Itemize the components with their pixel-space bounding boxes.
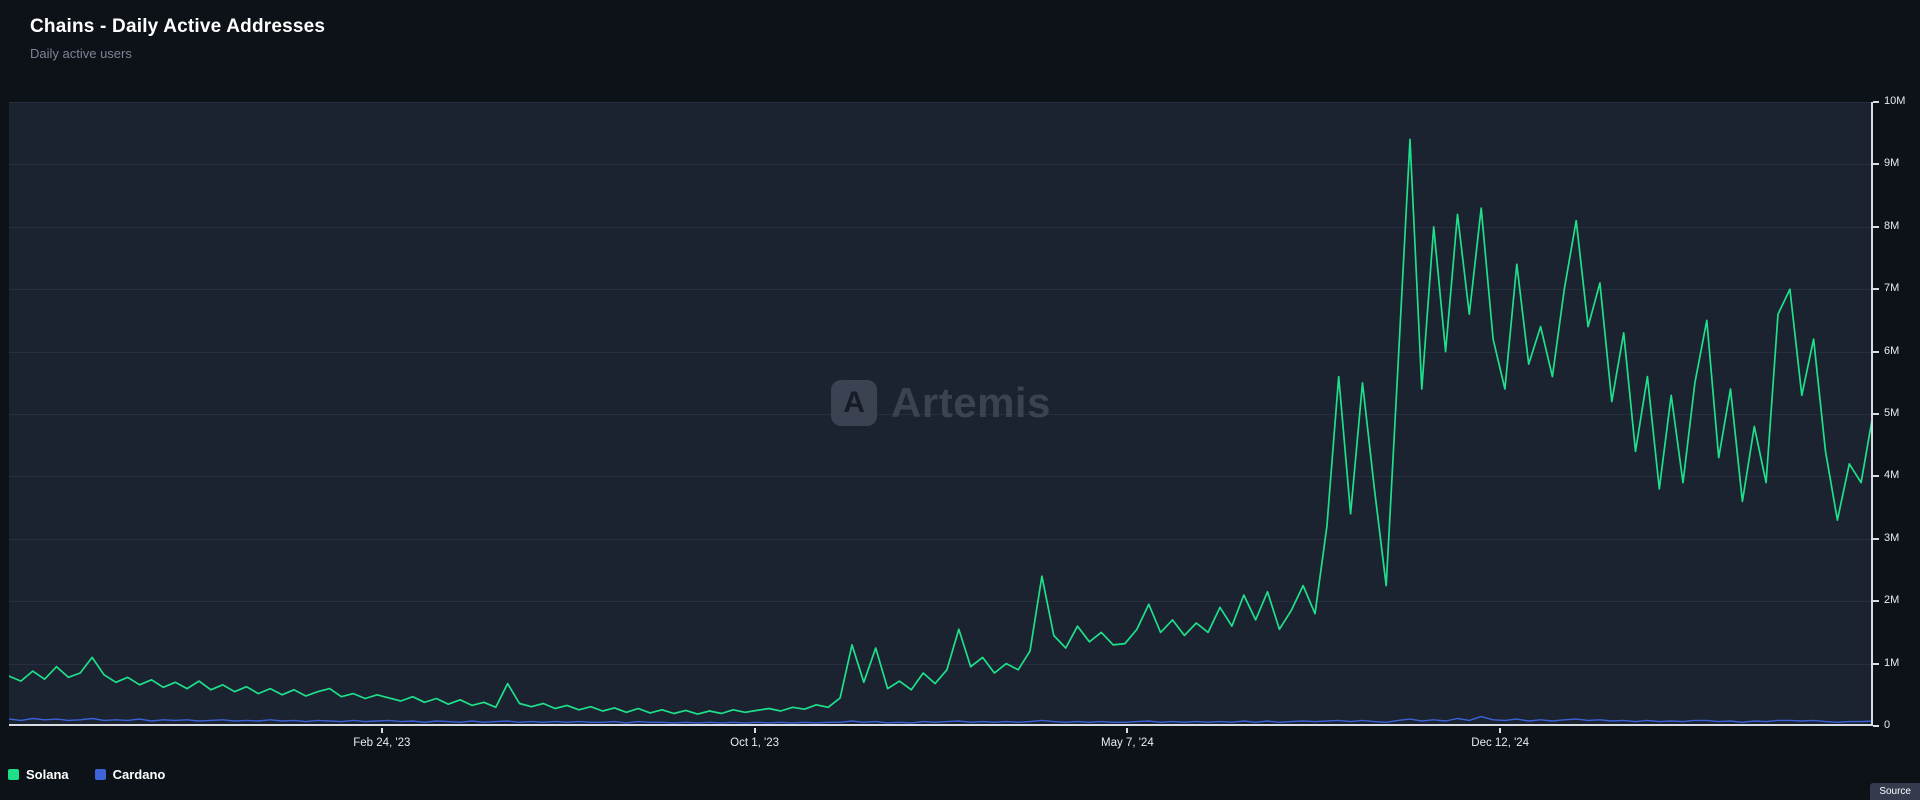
chart-header: Chains - Daily Active Addresses Daily ac… xyxy=(30,16,325,61)
legend-label: Cardano xyxy=(112,767,166,782)
x-axis-label: Dec 12, '24 xyxy=(1471,737,1530,749)
series-line-solana xyxy=(9,138,1873,715)
chart-plot-area[interactable]: A Artemis xyxy=(9,102,1873,726)
y-axis-label: 0 xyxy=(1884,719,1891,731)
y-axis-tick xyxy=(1873,475,1879,478)
page-subtitle: Daily active users xyxy=(30,46,132,61)
gridline xyxy=(9,601,1873,603)
y-axis-label: 9M xyxy=(1884,157,1900,170)
gridline xyxy=(9,226,1873,228)
x-axis-tick xyxy=(1499,728,1502,733)
x-axis-label: Feb 24, '23 xyxy=(353,737,411,749)
y-axis-tick xyxy=(1873,662,1879,665)
y-axis-label: 2M xyxy=(1884,594,1900,607)
y-axis-label: 1M xyxy=(1884,656,1900,669)
y-axis-label: 3M xyxy=(1884,531,1900,544)
legend-swatch-solana xyxy=(8,769,19,780)
y-axis-tick xyxy=(1873,163,1879,166)
gridline xyxy=(9,414,1873,415)
artemis-logo-icon: A xyxy=(831,380,878,426)
series-lines-svg xyxy=(9,138,1873,724)
y-axis-line xyxy=(1871,102,1873,726)
y-axis-tick xyxy=(1873,225,1879,228)
legend-label: Solana xyxy=(26,767,69,782)
y-axis-tick xyxy=(1873,537,1879,540)
artemis-watermark: A Artemis xyxy=(831,379,1051,427)
y-axis-label: 4M xyxy=(1884,469,1900,482)
x-axis-label: May 7, '24 xyxy=(1101,737,1154,749)
legend-item-cardano[interactable]: Cardano xyxy=(94,767,166,782)
x-axis-label: Oct 1, '23 xyxy=(730,737,780,749)
y-axis-tick xyxy=(1873,350,1879,353)
y-axis-tick xyxy=(1873,413,1879,415)
x-axis-tick xyxy=(380,728,383,733)
page-title: Chains - Daily Active Addresses xyxy=(30,16,326,37)
chart-legend: Solana Cardano xyxy=(8,767,165,782)
gridline xyxy=(9,351,1873,353)
gridline xyxy=(9,663,1873,665)
y-axis-tick xyxy=(1873,101,1879,103)
legend-item-solana[interactable]: Solana xyxy=(8,767,69,782)
legend-swatch-cardano xyxy=(94,769,106,780)
x-axis-tick xyxy=(753,728,756,733)
series-line-cardano xyxy=(9,715,1873,724)
y-axis-label: 5M xyxy=(1884,407,1900,419)
gridline xyxy=(9,476,1873,478)
y-axis-label: 6M xyxy=(1884,344,1900,357)
source-link[interactable]: Source xyxy=(1870,783,1920,800)
x-axis-line xyxy=(9,724,1873,726)
x-axis: Feb 24, '23 Oct 1, '23 May 7, '24 Dec 12, '… xyxy=(9,728,1873,760)
x-axis-tick xyxy=(1126,728,1129,733)
gridline xyxy=(9,289,1873,291)
artemis-logo-letter: A xyxy=(843,386,865,419)
y-axis-tick xyxy=(1873,725,1879,727)
gridline xyxy=(9,102,1873,103)
gridline xyxy=(9,538,1873,540)
y-axis-label: 8M xyxy=(1884,219,1900,232)
y-axis-label: 10M xyxy=(1884,95,1906,107)
y-axis: 0 1M 2M 3M 4M 5M 6M 7M 8M 9M 10M xyxy=(1873,0,1920,800)
y-axis-tick xyxy=(1873,288,1879,291)
gridline xyxy=(9,164,1873,166)
y-axis-label: 7M xyxy=(1884,282,1900,295)
watermark-text: Artemis xyxy=(891,379,1051,426)
y-axis-tick xyxy=(1873,600,1879,603)
